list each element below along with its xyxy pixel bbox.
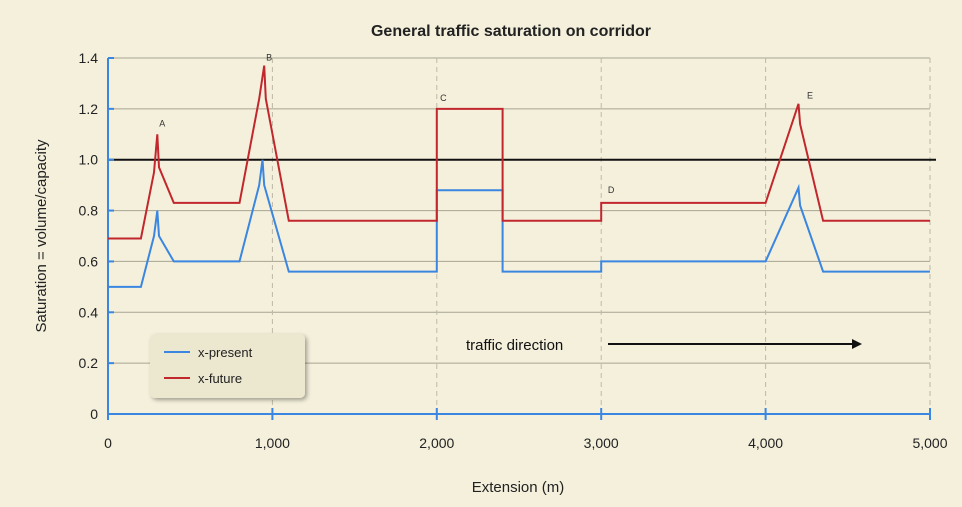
series-line-x-present bbox=[108, 159, 930, 288]
y-tick-label: 0 bbox=[90, 406, 98, 422]
y-tick-label: 1.2 bbox=[79, 101, 99, 117]
y-tick-label: 0.6 bbox=[79, 253, 99, 269]
chart-title: General traffic saturation on corridor bbox=[371, 23, 651, 40]
y-tick-label: 1.0 bbox=[79, 152, 99, 168]
x-tick-label: 2,000 bbox=[419, 435, 454, 451]
x-axis-label: Extension (m) bbox=[472, 479, 565, 496]
y-tick-label: 0.8 bbox=[79, 203, 99, 219]
annotation-label: A bbox=[159, 119, 165, 129]
y-tick-label: 1.4 bbox=[79, 50, 99, 66]
x-tick-label: 0 bbox=[104, 435, 112, 451]
legend-label: x-future bbox=[198, 371, 242, 386]
legend: x-present x-future bbox=[150, 334, 305, 398]
x-tick-label: 4,000 bbox=[748, 435, 783, 451]
legend-box bbox=[150, 334, 305, 398]
axis-layer: 0 0.2 0.4 0.6 0.8 1.0 1.2 1.4 0 1,000 2,000 3,000 4,… bbox=[79, 50, 948, 451]
legend-label: x-present bbox=[198, 345, 253, 360]
y-axis-label: Saturation = volume/capacity bbox=[33, 139, 50, 333]
series-line-x-future bbox=[108, 65, 930, 240]
grid-layer bbox=[108, 57, 936, 414]
y-tick-label: 0.2 bbox=[79, 355, 99, 371]
y-tick-label: 0.4 bbox=[79, 304, 99, 320]
annotation-label: E bbox=[807, 91, 813, 101]
annotation-label: C bbox=[440, 93, 447, 103]
series-layer bbox=[108, 65, 930, 288]
annotation-label: D bbox=[608, 185, 615, 195]
traffic-direction: traffic direction bbox=[466, 337, 862, 354]
x-tick-label: 3,000 bbox=[584, 435, 619, 451]
x-tick-label: 5,000 bbox=[912, 435, 947, 451]
x-tick-label: 1,000 bbox=[255, 435, 290, 451]
annotation-layer: A B C D E bbox=[159, 53, 813, 195]
annotation-label: B bbox=[266, 53, 272, 63]
traffic-direction-label: traffic direction bbox=[466, 337, 563, 354]
